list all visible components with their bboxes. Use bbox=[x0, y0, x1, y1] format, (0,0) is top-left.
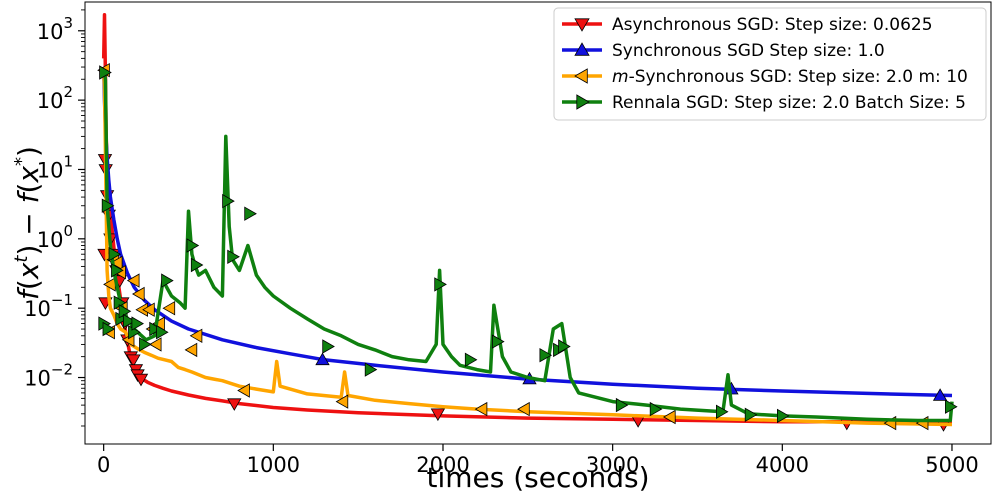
y-axis: 10−2 10−1 100 101 102 103 bbox=[24, 9, 85, 427]
series-m-synchronous-sgd-step-size-2-0-m-10 bbox=[97, 63, 953, 431]
data-point bbox=[161, 273, 174, 288]
plot-frame bbox=[84, 1, 992, 445]
data-point bbox=[227, 249, 240, 264]
legend-item: Asynchronous SGD: Step size: 0.0625 bbox=[562, 15, 933, 35]
legend-box bbox=[553, 7, 987, 121]
data-point bbox=[99, 65, 112, 80]
data-point bbox=[558, 339, 571, 354]
x-tick-label: 1000 bbox=[247, 453, 300, 477]
data-point bbox=[102, 321, 116, 337]
legend-marker bbox=[576, 94, 590, 110]
series-line bbox=[101, 66, 953, 398]
data-point bbox=[222, 193, 235, 209]
x-tick-label: 3000 bbox=[586, 453, 639, 477]
data-point bbox=[190, 257, 204, 273]
legend-label: m-Synchronous SGD: Step size: 2.0 m: 10 bbox=[612, 67, 968, 87]
data-point bbox=[615, 397, 629, 413]
x-axis-label: times (seconds) bbox=[426, 461, 649, 494]
legend-label: Rennala SGD: Step size: 2.0 Batch Size: … bbox=[612, 93, 966, 113]
data-point bbox=[118, 304, 132, 319]
y-tick-label: 10−1 bbox=[24, 291, 73, 321]
data-point bbox=[430, 408, 446, 422]
data-point bbox=[464, 352, 478, 367]
data-point bbox=[148, 337, 162, 352]
data-point bbox=[945, 399, 958, 414]
y-tick-label: 100 bbox=[37, 222, 73, 252]
data-point bbox=[139, 337, 152, 352]
data-point bbox=[539, 348, 553, 363]
data-point bbox=[131, 316, 145, 331]
data-point bbox=[108, 247, 122, 262]
data-point bbox=[474, 401, 488, 417]
data-point bbox=[244, 206, 257, 221]
data-point bbox=[335, 394, 349, 409]
y-tick-label: 102 bbox=[37, 83, 73, 113]
data-point bbox=[649, 401, 663, 417]
data-point bbox=[662, 409, 676, 425]
data-point bbox=[111, 263, 124, 278]
data-point bbox=[156, 325, 169, 340]
x-tick-label: 4000 bbox=[756, 453, 809, 477]
y-tick-label: 103 bbox=[37, 14, 73, 44]
data-point bbox=[162, 301, 176, 316]
data-point bbox=[109, 255, 123, 271]
legend-item: Synchronous SGD Step size: 1.0 bbox=[562, 41, 885, 61]
legend-marker bbox=[574, 18, 590, 32]
data-point bbox=[101, 198, 115, 213]
data-point bbox=[777, 408, 790, 424]
legend-marker bbox=[574, 42, 590, 56]
data-point bbox=[744, 407, 758, 422]
data-point bbox=[123, 313, 136, 329]
data-point bbox=[126, 354, 141, 368]
legend-item: Rennala SGD: Step size: 2.0 Batch Size: … bbox=[562, 93, 966, 113]
series-rennala-sgd-step-size-2-0-batch-size-5 bbox=[98, 65, 958, 424]
data-point bbox=[322, 339, 335, 354]
series-line bbox=[102, 70, 954, 423]
x-axis: 0 1000 2000 3000 4000 5000 bbox=[97, 444, 979, 477]
y-tick-label: 101 bbox=[37, 152, 73, 182]
data-point bbox=[133, 373, 149, 387]
data-point bbox=[915, 415, 929, 431]
legend: Asynchronous SGD: Step size: 0.0625 Synch… bbox=[553, 7, 987, 121]
plot-area bbox=[97, 13, 958, 432]
data-point bbox=[491, 334, 505, 349]
data-point bbox=[364, 362, 378, 377]
data-point bbox=[189, 328, 203, 343]
data-point bbox=[186, 238, 200, 253]
legend-marker bbox=[574, 68, 588, 84]
x-tick-label: 0 bbox=[97, 453, 110, 477]
data-point bbox=[227, 398, 242, 411]
data-point bbox=[716, 404, 729, 419]
data-point bbox=[434, 277, 447, 292]
data-point bbox=[237, 383, 250, 398]
x-tick-label: 5000 bbox=[925, 453, 978, 477]
data-point bbox=[131, 286, 145, 302]
data-point bbox=[932, 388, 948, 401]
legend-item: m-Synchronous SGD: Step size: 2.0 m: 10 bbox=[562, 67, 968, 87]
y-axis-label: f(xt) − f(x*) bbox=[11, 146, 45, 300]
data-point bbox=[517, 401, 530, 417]
legend-label: Asynchronous SGD: Step size: 0.0625 bbox=[612, 15, 933, 35]
y-tick-label: 10−2 bbox=[24, 361, 73, 391]
data-point bbox=[315, 352, 330, 366]
x-tick-label: 2000 bbox=[416, 453, 469, 477]
data-point bbox=[149, 321, 162, 337]
series-line bbox=[101, 69, 953, 427]
data-point bbox=[126, 273, 140, 288]
legend-label: Synchronous SGD Step size: 1.0 bbox=[612, 41, 885, 61]
data-point bbox=[142, 302, 155, 317]
data-point bbox=[184, 342, 198, 358]
